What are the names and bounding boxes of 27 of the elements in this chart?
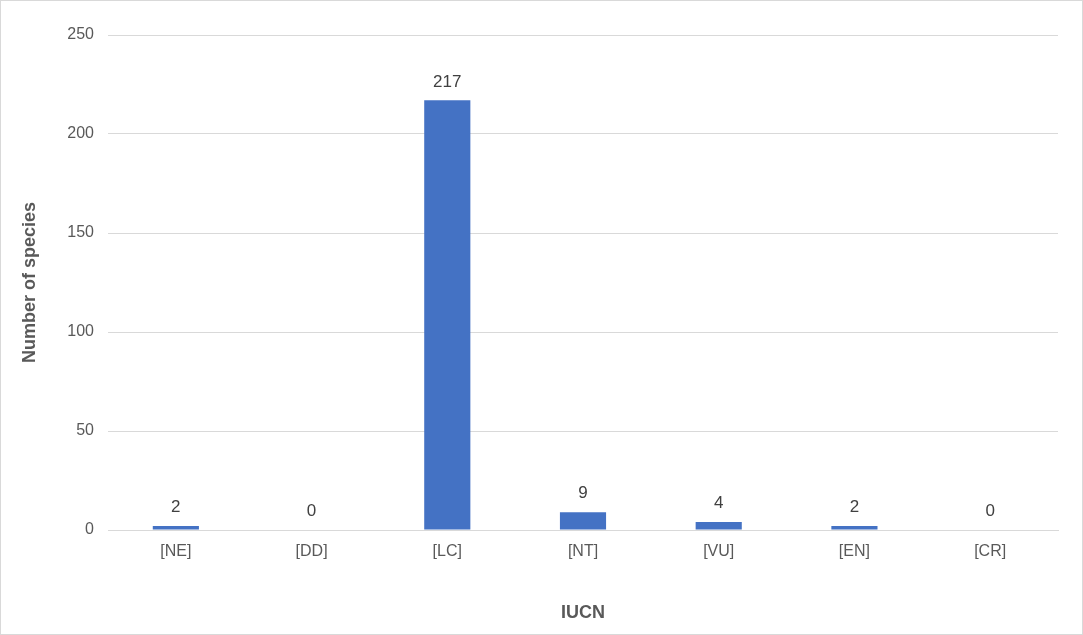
bar <box>695 522 742 530</box>
data-label: 2 <box>849 497 860 517</box>
x-tick-label: [NT] <box>567 542 599 560</box>
x-axis-title: IUCN <box>561 602 605 623</box>
y-tick-label: 100 <box>67 322 95 340</box>
data-label: 217 <box>433 71 462 91</box>
y-tick-label: 150 <box>67 223 95 241</box>
y-axis-title: Number of species <box>18 201 39 364</box>
bar <box>559 512 607 530</box>
data-label: 9 <box>578 483 588 503</box>
data-label: 0 <box>985 501 995 521</box>
bar <box>424 100 471 530</box>
bar <box>831 526 878 530</box>
y-tick-label: 250 <box>67 25 95 43</box>
y-tick-label: 50 <box>76 421 95 439</box>
y-tick-label: 200 <box>67 124 95 142</box>
data-label: 2 <box>171 497 181 517</box>
x-tick-label: [CR] <box>974 542 1007 560</box>
x-tick-label: [NE] <box>160 542 192 560</box>
data-label: 0 <box>306 501 317 521</box>
x-tick-label: [EN] <box>838 542 870 560</box>
x-tick-label: [VU] <box>703 542 735 560</box>
x-tick-label: [DD] <box>295 542 328 560</box>
bar <box>152 526 199 530</box>
y-tick-label: 0 <box>85 520 95 538</box>
x-tick-label: [LC] <box>432 542 462 560</box>
data-label: 4 <box>713 493 724 513</box>
